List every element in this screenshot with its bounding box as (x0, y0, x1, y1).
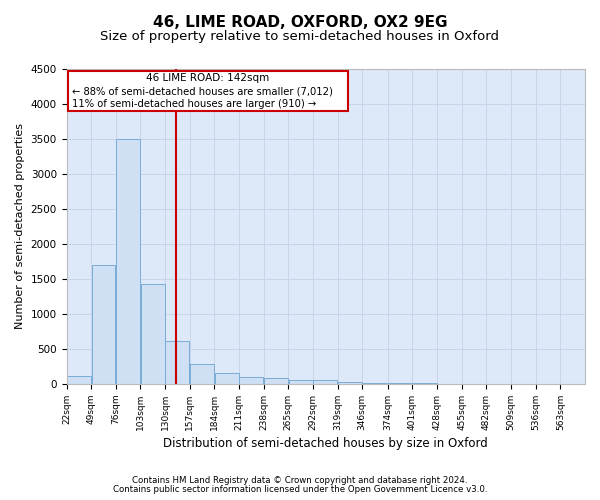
Bar (67, 376, 91, 384)
Text: Contains HM Land Registry data © Crown copyright and database right 2024.: Contains HM Land Registry data © Crown c… (132, 476, 468, 485)
Bar (239, 376, 263, 384)
Text: ← 88% of semi-detached houses are smaller (7,012): ← 88% of semi-detached houses are smalle… (72, 86, 333, 96)
Bar (116, 139, 140, 384)
Bar (264, 378, 288, 384)
Bar (289, 380, 313, 384)
Bar (166, 342, 190, 384)
Bar (338, 382, 362, 384)
Bar (215, 373, 239, 384)
Bar (141, 284, 165, 384)
Bar (362, 382, 386, 384)
Text: Contains public sector information licensed under the Open Government Licence v3: Contains public sector information licen… (113, 485, 487, 494)
Bar (313, 380, 337, 384)
Y-axis label: Number of semi-detached properties: Number of semi-detached properties (15, 124, 25, 330)
Text: Size of property relative to semi-detached houses in Oxford: Size of property relative to semi-detach… (101, 30, 499, 43)
Text: 46 LIME ROAD: 142sqm: 46 LIME ROAD: 142sqm (146, 72, 269, 83)
X-axis label: Distribution of semi-detached houses by size in Oxford: Distribution of semi-detached houses by … (163, 437, 488, 450)
Text: 46, LIME ROAD, OXFORD, OX2 9EG: 46, LIME ROAD, OXFORD, OX2 9EG (153, 15, 447, 30)
Bar (190, 364, 214, 384)
FancyBboxPatch shape (68, 71, 347, 111)
Text: 11% of semi-detached houses are larger (910) →: 11% of semi-detached houses are larger (… (72, 100, 316, 110)
Bar (92, 265, 115, 384)
